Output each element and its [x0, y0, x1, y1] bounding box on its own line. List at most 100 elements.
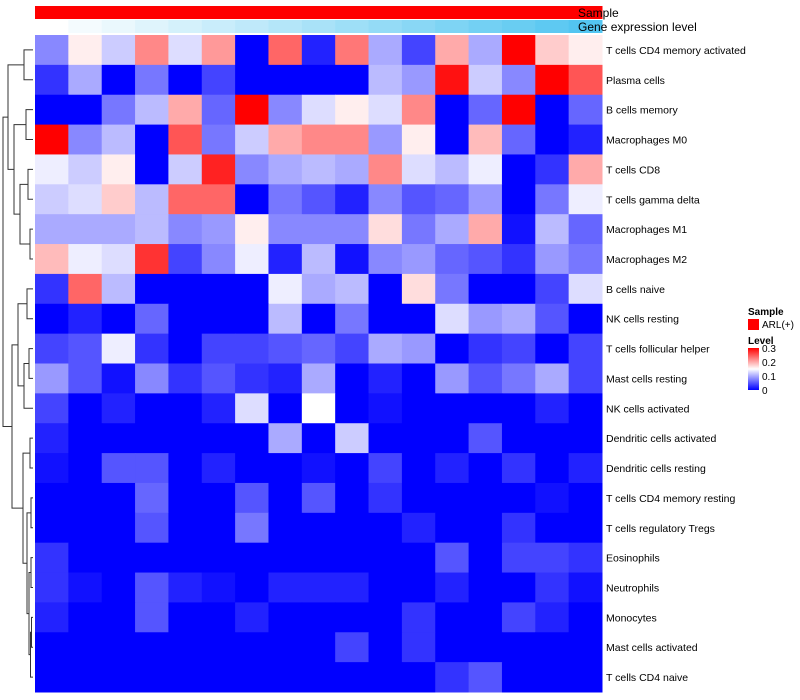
heatmap-cell [268, 184, 303, 215]
heatmap-cell [535, 273, 570, 305]
heatmap-cell [568, 35, 603, 66]
heatmap-cell [368, 35, 403, 66]
heatmap-cell [435, 184, 470, 215]
heatmap-cell [135, 542, 169, 574]
heatmap-cell [501, 512, 536, 544]
heatmap-cell [335, 94, 370, 126]
legend-sample-swatch [748, 319, 759, 330]
heatmap-cell [168, 94, 203, 126]
heatmap-cell [235, 124, 269, 155]
heatmap-cell [68, 214, 103, 245]
heatmap-cell [268, 602, 303, 633]
heatmap-cell [435, 214, 470, 245]
gene-expression-annotation-cell [135, 20, 169, 33]
heatmap-cell [535, 35, 570, 66]
heatmap-cell [368, 393, 403, 424]
heatmap-cell [535, 244, 570, 275]
heatmap-cell [535, 602, 570, 633]
heatmap-cell [35, 482, 69, 514]
heatmap-cell [268, 632, 303, 663]
heatmap-cell [435, 64, 470, 96]
heatmap-cell [201, 244, 236, 275]
gene-expression-annotation-cell [468, 20, 503, 33]
gene-expression-annotation-cell [235, 20, 269, 33]
heatmap-cell [368, 244, 403, 275]
heatmap-cell [568, 184, 603, 215]
dendrogram-branch [17, 303, 27, 387]
heatmap-cell [301, 94, 336, 126]
heatmap-cell [235, 214, 269, 245]
heatmap-cell [35, 124, 69, 155]
row-label: NK cells activated [606, 403, 690, 415]
heatmap-cell [135, 632, 169, 663]
heatmap-cell [335, 214, 370, 245]
heatmap-cell [268, 244, 303, 275]
heatmap-cell [68, 572, 103, 603]
row-label: Mast cells activated [606, 642, 698, 654]
heatmap-cell [501, 363, 536, 394]
annotation-label-sample: Sample [578, 6, 619, 20]
row-label: T cells CD4 naive [606, 672, 688, 684]
heatmap-cell [168, 542, 203, 574]
heatmap-cell [201, 94, 236, 126]
heatmap-cell [201, 124, 236, 155]
heatmap-cell [501, 273, 536, 305]
heatmap-cell [235, 602, 269, 633]
sample-annotation-cell [568, 6, 603, 19]
heatmap-cell [235, 632, 269, 663]
heatmap-cell [301, 124, 336, 155]
heatmap-cell [268, 214, 303, 245]
heatmap-cell [268, 94, 303, 126]
heatmap-cell [68, 363, 103, 394]
heatmap-cell [268, 124, 303, 155]
heatmap-cell [301, 35, 336, 66]
heatmap-cell [101, 184, 136, 215]
heatmap-cell [35, 64, 69, 96]
heatmap-cell [35, 512, 69, 544]
legend-level-tick: 0 [762, 386, 768, 397]
heatmap-cell [135, 273, 169, 305]
legend-level-tick: 0.2 [762, 358, 776, 369]
heatmap-cell [335, 184, 370, 215]
heatmap-cell [268, 662, 303, 693]
heatmap-cell [535, 453, 570, 484]
legend-level-tick: 0.1 [762, 372, 776, 383]
heatmap-cell [401, 453, 436, 484]
heatmap-cell [335, 154, 370, 185]
heatmap-cell [435, 363, 470, 394]
annotation-label-gene-expression-level: Gene expression level [578, 20, 697, 34]
row-label: Macrophages M1 [606, 224, 687, 236]
legend-sample-entry: ARL(+) [762, 320, 794, 331]
heatmap-cell [101, 512, 136, 544]
heatmap-cell [35, 542, 69, 574]
heatmap-cell [235, 94, 269, 126]
heatmap-cell [568, 303, 603, 335]
sample-annotation-cell [401, 6, 436, 19]
heatmap-cell [135, 512, 169, 544]
heatmap-cell [468, 35, 503, 66]
heatmap-cell [235, 363, 269, 394]
heatmap-cell [235, 423, 269, 454]
heatmap-cell [201, 662, 236, 693]
heatmap-cell [68, 273, 103, 305]
legend-level-tick: 0.3 [762, 344, 776, 355]
heatmap-cell [535, 124, 570, 155]
heatmap-cell [468, 333, 503, 364]
gene-expression-annotation-cell [435, 20, 470, 33]
heatmap-cell [201, 333, 236, 364]
heatmap-cell [401, 273, 436, 305]
heatmap-cell [368, 363, 403, 394]
heatmap-cell [368, 453, 403, 484]
heatmap-cell [168, 423, 203, 454]
dendrogram-branch [27, 168, 33, 200]
heatmap-cell [568, 124, 603, 155]
heatmap-cell [435, 512, 470, 544]
heatmap-cell [401, 363, 436, 394]
heatmap-cells [35, 35, 603, 693]
heatmap-cell [101, 244, 136, 275]
row-label: T cells CD8 [606, 164, 660, 176]
heatmap-cell [501, 124, 536, 155]
heatmap-cell [468, 393, 503, 424]
heatmap-cell [368, 602, 403, 633]
heatmap-cell [35, 94, 69, 126]
